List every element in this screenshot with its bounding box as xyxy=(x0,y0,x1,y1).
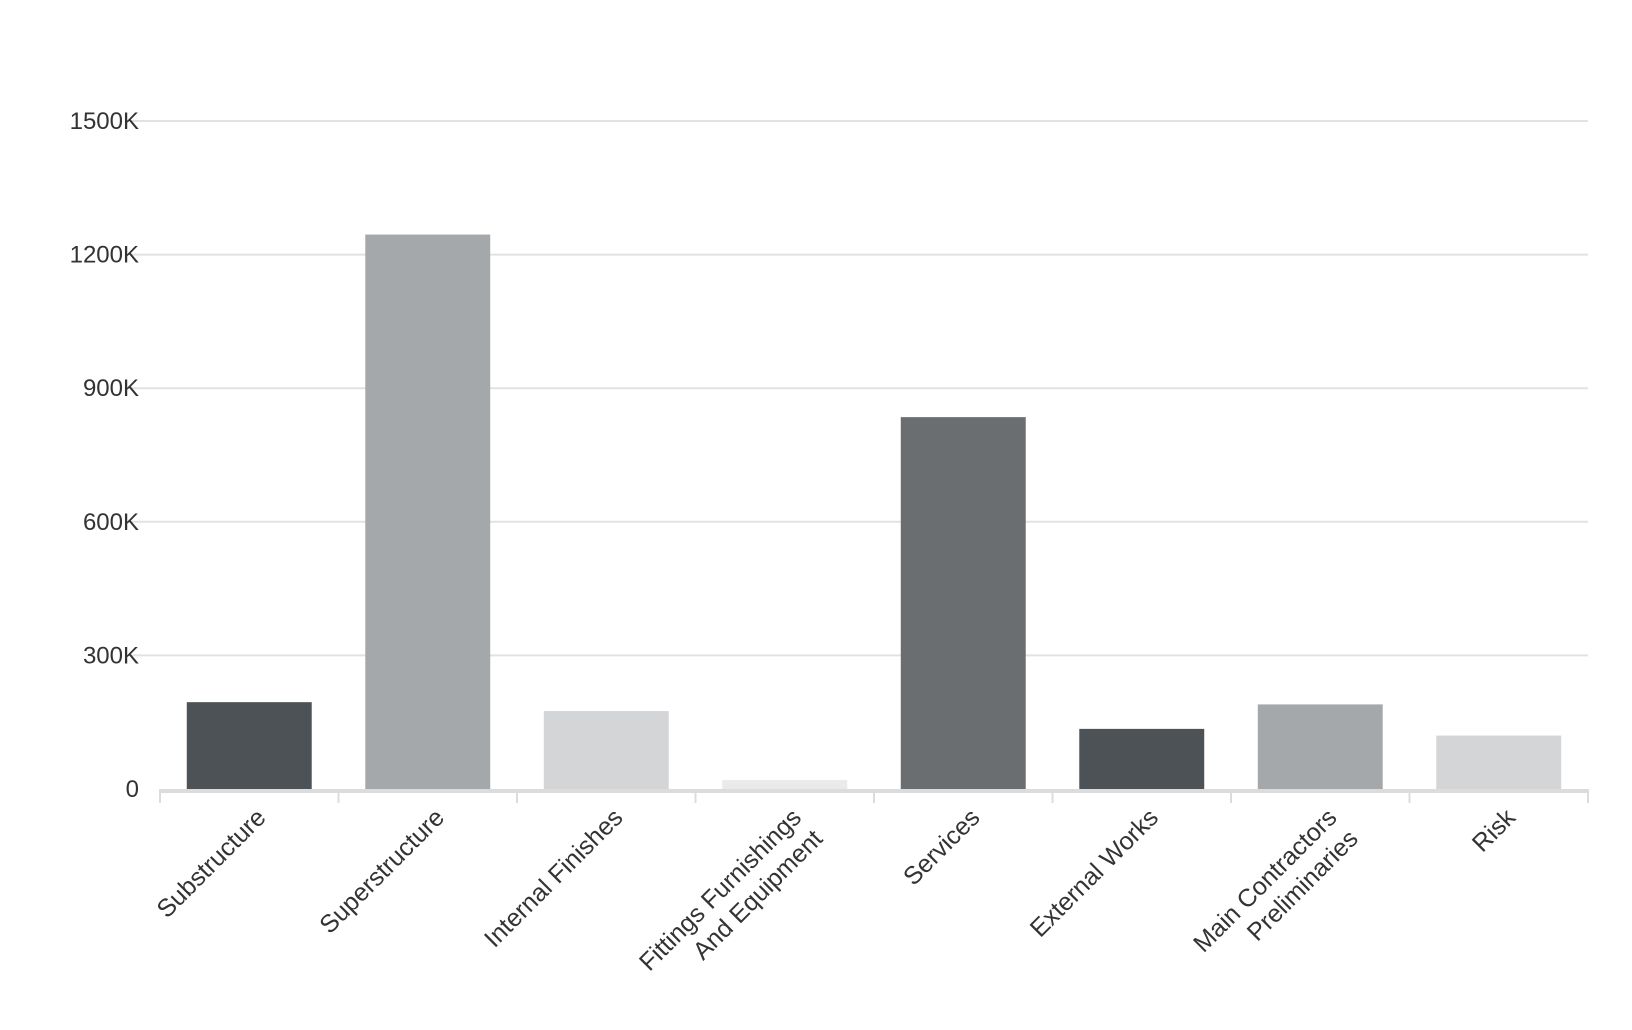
x-tick-label: Main ContractorsPreliminaries xyxy=(1188,803,1364,979)
y-tick-label: 600K xyxy=(83,509,139,536)
y-tick-label: 1500K xyxy=(70,108,139,135)
x-tick-label: Substructure xyxy=(151,803,271,923)
y-tick-label: 1200K xyxy=(70,242,139,269)
y-tick-label: 300K xyxy=(83,642,139,669)
x-tick-label-line: Internal Finishes xyxy=(479,803,629,953)
bar[interactable] xyxy=(1257,704,1383,789)
gridlines xyxy=(130,120,1588,657)
x-tick-label-line: Services xyxy=(898,803,986,891)
x-tick-label-line: Substructure xyxy=(151,803,271,923)
x-tick-label-line: Superstructure xyxy=(314,803,450,939)
bar[interactable] xyxy=(900,417,1026,789)
bar[interactable] xyxy=(186,702,312,789)
bar[interactable] xyxy=(365,234,491,789)
x-tick-label: Fittings FurnishingsAnd Equipment xyxy=(634,803,828,997)
y-axis-tick-labels: 0 300K 600K 900K 1200K 1500K xyxy=(70,108,139,803)
bar[interactable] xyxy=(543,711,669,789)
x-tick-label-line: External Works xyxy=(1025,803,1164,942)
y-tick-label: 0 xyxy=(126,776,139,803)
x-tick-label: Risk xyxy=(1467,803,1522,858)
y-tick-label: 900K xyxy=(83,375,139,402)
x-axis xyxy=(159,789,1589,803)
x-tick-label: Superstructure xyxy=(314,803,450,939)
bars xyxy=(186,234,1562,789)
x-tick-label-line: Risk xyxy=(1467,803,1522,858)
bar[interactable] xyxy=(722,780,848,789)
bar[interactable] xyxy=(1436,735,1562,789)
x-tick-label: Internal Finishes xyxy=(479,803,629,953)
bar[interactable] xyxy=(1079,728,1205,789)
x-tick-label: External Works xyxy=(1025,803,1164,942)
x-tick-label: Services xyxy=(898,803,986,891)
x-axis-tick-labels: Substructure Superstructure Internal Finis… xyxy=(151,803,1522,997)
